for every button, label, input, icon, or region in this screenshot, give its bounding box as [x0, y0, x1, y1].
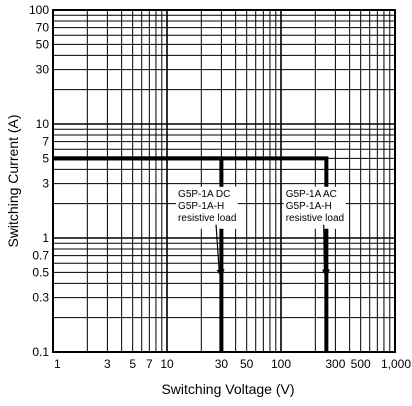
y-tick-label: 0.5 — [32, 265, 49, 279]
annotation-arrow-head — [216, 269, 225, 278]
y-tick-label: 0.3 — [32, 291, 49, 305]
y-tick-label: 3 — [42, 177, 49, 191]
y-tick-label: 1 — [42, 231, 49, 245]
x-tick-label: 300 — [325, 357, 345, 371]
annotation-arrow-line — [215, 224, 220, 274]
x-tick-label: 1,000 — [381, 357, 411, 371]
series-line-2 — [53, 156, 329, 352]
y-tick-label: 0.7 — [32, 249, 49, 263]
plot-frame — [52, 9, 396, 353]
annotation-label: G5P-1A-H — [286, 201, 332, 212]
annotation-label: G5P-1A AC — [286, 189, 337, 200]
annotation-label: resistive load — [286, 213, 344, 224]
y-tick-label: 5 — [42, 151, 49, 165]
x-tick-label: 1 — [54, 357, 61, 371]
x-tick-label: 10 — [160, 357, 174, 371]
y-tick-label: 0.1 — [32, 345, 49, 359]
x-tick-label: 7 — [146, 357, 153, 371]
annotation-background — [176, 186, 239, 229]
y-tick-label: 100 — [29, 3, 49, 17]
annotation-arrow-line — [323, 224, 325, 274]
y-axis-title: Switching Current (A) — [5, 114, 21, 247]
y-tick-label: 30 — [36, 63, 50, 77]
annotation-label: G5P-1A-H — [178, 201, 224, 212]
series-lines — [53, 156, 329, 352]
x-tick-label: 30 — [215, 357, 229, 371]
x-tick-labels: 1 3 5 7 10 30 50 100 300 500 1,000 — [54, 357, 411, 371]
y-tick-label: 7 — [42, 135, 49, 149]
annotation-label: resistive load — [178, 213, 236, 224]
y-tick-label: 10 — [36, 117, 50, 131]
annotation-label: G5P-1A DC — [178, 189, 230, 200]
x-tick-label: 3 — [104, 357, 111, 371]
grid-lines — [53, 10, 395, 352]
x-tick-label: 50 — [240, 357, 254, 371]
x-tick-label: 5 — [129, 357, 136, 371]
x-tick-label: 100 — [271, 357, 291, 371]
x-axis-title: Switching Voltage (V) — [161, 381, 294, 397]
x-tick-label: 500 — [351, 357, 371, 371]
y-tick-label: 70 — [36, 21, 50, 35]
y-tick-label: 50 — [36, 37, 50, 51]
annotation-background — [283, 186, 346, 229]
y-tick-labels: 100 70 50 30 10 7 5 3 1 0.7 0.5 0.3 0.1 — [29, 3, 49, 359]
annotation-arrow-head — [321, 269, 330, 278]
